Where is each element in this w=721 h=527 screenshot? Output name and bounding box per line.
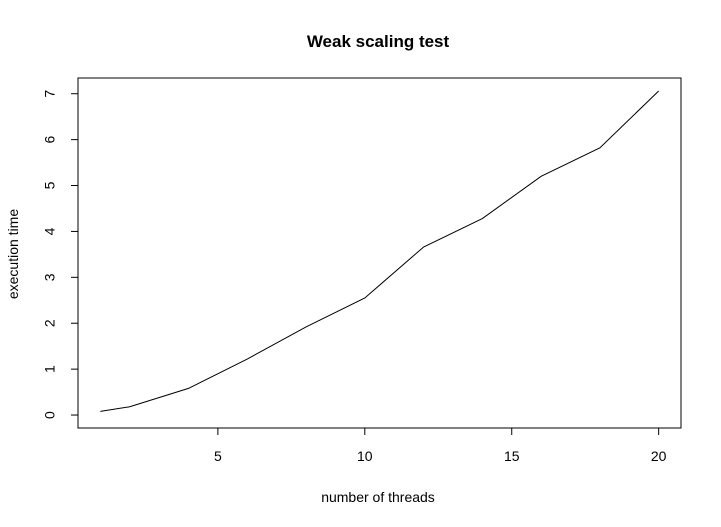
x-tick-label: 15 [504, 448, 520, 464]
series-line [100, 90, 660, 412]
chart-title: Weak scaling test [307, 32, 450, 51]
x-tick-label: 5 [214, 448, 222, 464]
y-axis-label: execution time [5, 209, 21, 299]
y-tick-label: 6 [42, 136, 58, 144]
y-axis: 0 1 2 3 4 5 6 7 [42, 90, 79, 419]
x-tick-label: 10 [357, 448, 373, 464]
y-tick-label: 2 [42, 319, 58, 327]
x-tick-label: 20 [651, 448, 667, 464]
y-tick-label: 4 [42, 227, 58, 235]
y-tick-label: 7 [42, 90, 58, 98]
series-layer [100, 90, 660, 412]
y-tick-label: 1 [42, 365, 58, 373]
y-tick-label: 5 [42, 181, 58, 189]
y-tick-label: 0 [42, 411, 58, 419]
x-axis-label: number of threads [321, 489, 435, 505]
y-tick-label: 3 [42, 273, 58, 281]
x-axis: 5 10 15 20 [214, 427, 667, 464]
